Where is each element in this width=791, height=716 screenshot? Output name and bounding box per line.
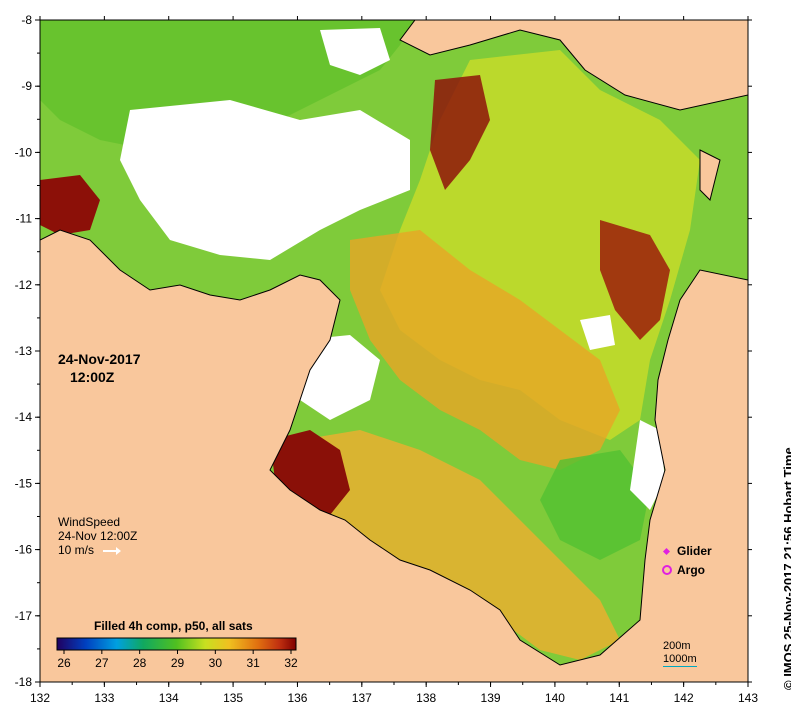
- colorbar-tick-label: 32: [284, 656, 298, 670]
- colorbar-tick-label: 26: [57, 656, 71, 670]
- lat-tick-label: -9: [21, 79, 32, 93]
- credit-text: © IMOS 25-Nov-2017 21:56 Hobart Time: [781, 447, 791, 690]
- wind-title: WindSpeed: [58, 515, 121, 529]
- wind-scale-row: 10 m/s: [58, 543, 137, 557]
- argo-legend-row: Argo: [662, 561, 712, 580]
- colorbar-tick-label: 29: [171, 656, 185, 670]
- orange-region-center: [350, 230, 620, 470]
- colorbar-title: Filled 4h comp, p50, all sats: [94, 619, 253, 633]
- date-day: 24-Nov-2017: [58, 351, 141, 367]
- colorbar: [56, 637, 297, 651]
- lon-tick-label: 134: [159, 691, 179, 705]
- hot-patch-north: [430, 75, 490, 190]
- land-new-guinea: [399, 20, 748, 111]
- glider-label: Glider: [677, 544, 712, 558]
- argo-icon: [662, 565, 672, 575]
- wind-when: 24-Nov 12:00Z: [58, 529, 138, 543]
- lat-tick-label: -8: [21, 13, 32, 27]
- argo-label: Argo: [677, 563, 705, 577]
- colorbar-ticks: 26 27 28 29 30 31 32: [57, 650, 298, 670]
- orange-region-south: [300, 430, 620, 660]
- depth-200-label: 200m: [663, 640, 691, 652]
- lat-tick-label: -11: [16, 212, 33, 226]
- nodata-gap-west: [300, 335, 380, 420]
- nodata-gap-north: [320, 28, 390, 75]
- lon-tick-label: 142: [674, 691, 694, 705]
- hot-patch-west: [40, 175, 100, 235]
- latitude-axis: -8 -9 -10 -11 -12 -13 -14 -15 -16 -17 -18: [15, 13, 752, 689]
- lat-tick-label: -14: [15, 410, 33, 424]
- wind-scale: 10 m/s: [58, 543, 95, 557]
- nodata-gap-coast: [630, 420, 665, 510]
- lon-tick-label: 139: [481, 691, 501, 705]
- colorbar-tick-label: 27: [95, 656, 109, 670]
- colorbar-tick-label: 28: [133, 656, 147, 670]
- wind-arrow-icon: [103, 546, 122, 555]
- lon-tick-label: 138: [416, 691, 436, 705]
- nodata-gap-east: [580, 315, 615, 350]
- depth-legend: 200m 1000m: [663, 640, 697, 667]
- glider-legend-row: Glider: [662, 542, 712, 561]
- glider-icon: [662, 547, 671, 556]
- depth-1000-label: 1000m: [663, 653, 697, 667]
- lon-tick-label: 136: [287, 691, 307, 705]
- lat-tick-label: -17: [15, 609, 33, 623]
- lat-tick-label: -18: [15, 675, 33, 689]
- lat-tick-label: -16: [15, 543, 33, 557]
- lon-tick-label: 133: [94, 691, 114, 705]
- lat-tick-label: -15: [15, 476, 33, 490]
- colorbar-tick-label: 31: [246, 656, 260, 670]
- land-arnhem-land: [40, 229, 748, 682]
- lat-tick-label: -10: [15, 145, 33, 159]
- points-legend: Glider Argo: [662, 542, 712, 580]
- lon-tick-label: 141: [609, 691, 629, 705]
- lon-tick-label: 140: [545, 691, 565, 705]
- lon-tick-label: 135: [223, 691, 243, 705]
- date-label: 24-Nov-2017 12:00Z: [58, 350, 141, 386]
- land-cape-york-islands: [699, 149, 721, 201]
- wind-legend: WindSpeed 24-Nov 12:00Z 10 m/s: [58, 515, 137, 557]
- lon-tick-label: 132: [30, 691, 50, 705]
- green-region-southeast: [540, 450, 650, 560]
- colorbar-tick-label: 30: [209, 656, 223, 670]
- lon-tick-label: 137: [352, 691, 372, 705]
- nodata-gap-central: [120, 100, 410, 260]
- lon-tick-label: 143: [738, 691, 758, 705]
- hot-patch-east: [600, 220, 670, 340]
- date-time: 12:00Z: [70, 369, 115, 385]
- lat-tick-label: -12: [15, 278, 33, 292]
- lat-tick-label: -13: [15, 344, 33, 358]
- longitude-axis: 132 133 134 135 136 137 138 139 140 141 142 143: [30, 16, 758, 705]
